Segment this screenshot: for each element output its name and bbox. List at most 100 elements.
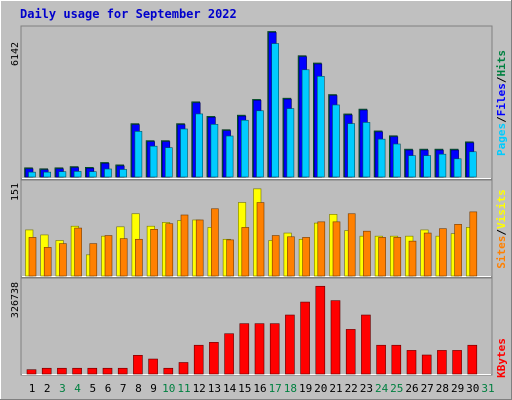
sites-axis-word: Sites [495,236,508,269]
day-label: 6 [105,382,112,395]
axis-separator: / [495,76,508,83]
visits-axis-title: Sites/Visits [495,189,508,269]
day-label: 19 [299,382,312,395]
kbytes-bar [254,323,265,375]
kbytes-axis-word: KBytes [495,338,508,378]
kbytes-bar [209,342,219,375]
day-label: 23 [360,382,373,395]
pages-bar [271,43,280,178]
sites-bar [28,237,37,277]
hits-axis-word: Hits [495,50,508,77]
day-label: 3 [59,382,66,395]
kbytes-bar [239,323,250,375]
pages-bar [301,69,310,178]
sites-bar [423,232,432,277]
sites-bar [302,237,310,277]
kbytes-ymax-label: 326738 [10,282,21,318]
sites-bar [439,228,447,277]
day-label: 20 [314,382,327,395]
pages-bar [256,110,264,178]
kbytes-bar [406,350,417,375]
kbytes-bar [391,344,402,375]
sites-bar [363,230,371,277]
sites-bar [408,240,417,277]
axis-separator: / [495,229,508,236]
kbytes-bar [72,367,82,375]
sites-bar [119,238,128,277]
sites-bar [104,235,113,277]
pages-bar [241,119,249,178]
sites-bar [241,227,250,277]
sites-bar [347,213,356,277]
kbytes-bar [133,354,143,375]
day-labels: 1 2 3 4 5 6 7 8 9 10 11 12 13 14 15 16 17 18 19 20 21 22 23 24 2… [29,382,495,395]
day-label: 4 [74,382,81,395]
day-label: 9 [150,382,157,395]
sites-bar [454,224,462,277]
day-label: 12 [193,382,206,395]
kbytes-bar [163,367,174,375]
day-label: 5 [89,382,96,395]
chart-title: Daily usage for September 2022 [20,7,237,21]
day-label: 10 [162,382,175,395]
pages-bar [347,123,356,178]
pages-bar [89,171,97,178]
kbytes-bar [87,367,98,375]
visits-bars [25,188,478,277]
pages-bar [195,113,203,178]
kbytes-bar [330,300,341,375]
pages-bar [73,171,82,178]
pages-bar [332,104,340,178]
sites-bar [469,211,478,277]
visits-ymax-label: 151 [10,183,21,201]
sites-bar [256,202,265,277]
pages-bar [225,135,234,178]
day-label: 2 [44,382,51,395]
sites-bar [195,219,204,277]
sites-bar [43,247,52,277]
day-label: 25 [390,382,403,395]
pages-bar [316,76,325,178]
pages-bar [58,171,67,178]
sites-bar [59,243,67,277]
pages-bar [453,158,462,178]
sites-bar [393,237,402,277]
kbytes-bar [57,367,67,375]
day-label: 30 [466,382,479,395]
svg-text:Sites/Visits: Sites/Visits [495,189,508,269]
day-label: 1 [29,382,36,395]
kbytes-bar [102,367,113,375]
svg-text:KBytes: KBytes [495,338,508,378]
sites-bar [180,214,189,277]
day-label: 31 [481,382,494,395]
day-label: 27 [421,382,434,395]
pages-bar [43,171,52,178]
sites-bar [271,235,280,277]
kbytes-bar [148,358,158,375]
pages-bar [362,122,371,178]
day-label: 11 [177,382,190,395]
axis-separator: / [495,116,508,123]
kbytes-bar [193,344,204,375]
pages-bar [392,143,401,178]
sites-bar [317,221,326,277]
sites-bar [135,238,143,277]
hits-axis-title: Pages/Files/Hits [495,50,508,156]
kbytes-bar [452,350,462,375]
pages-bar [468,151,477,178]
kbytes-bar [437,350,447,375]
kbytes-axis-title: KBytes [495,338,508,378]
kbytes-bar [178,362,189,375]
day-label: 29 [451,382,464,395]
sites-bar [165,223,174,277]
day-label: 17 [269,382,282,395]
kbytes-bar [345,329,356,375]
day-label: 14 [223,382,237,395]
day-label: 13 [208,382,221,395]
sites-bar [150,229,158,277]
kbytes-bar [421,354,432,375]
kbytes-bar [315,285,326,375]
sites-bar [378,237,386,277]
sites-bar [74,227,82,277]
